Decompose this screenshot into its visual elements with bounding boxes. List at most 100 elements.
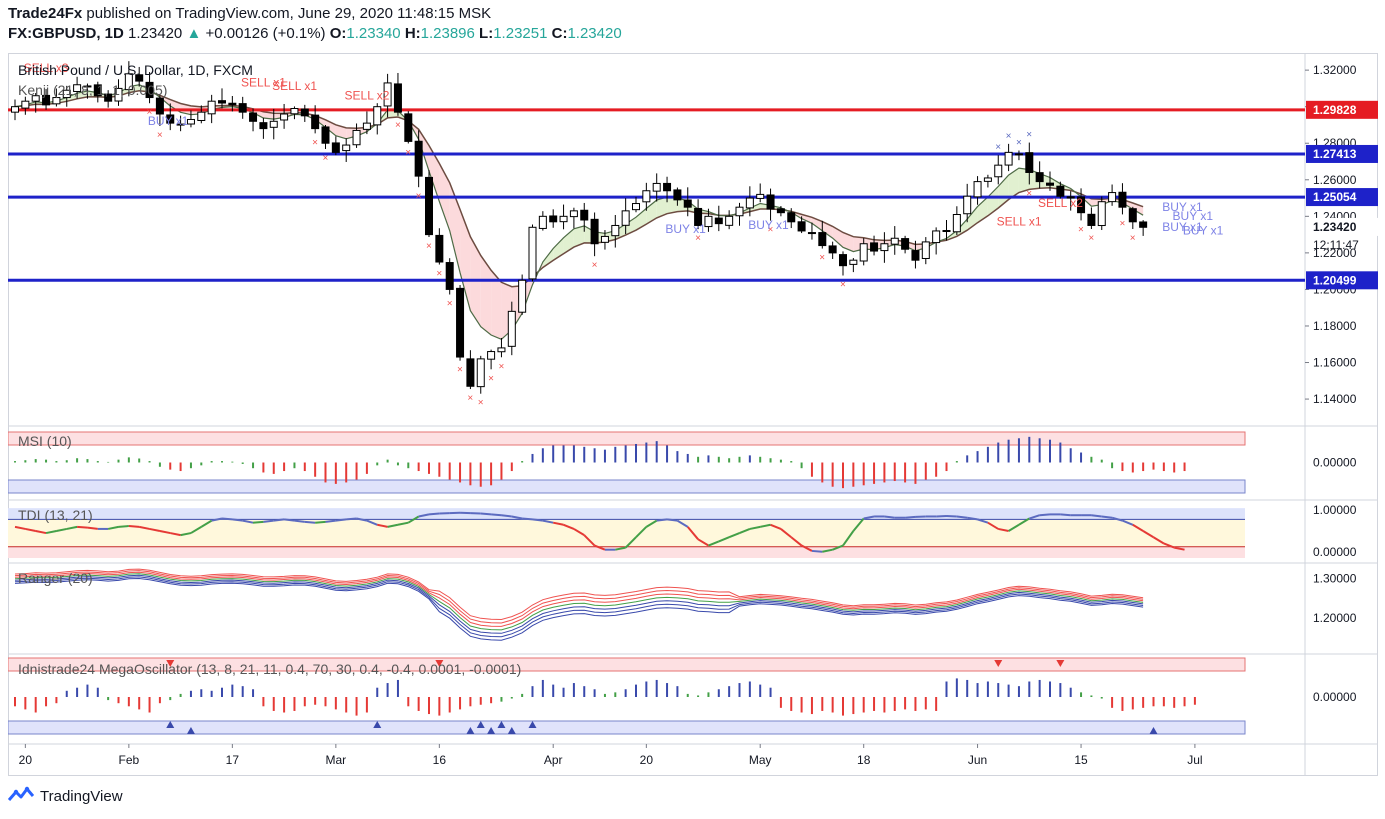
candle xyxy=(311,105,320,134)
price-label-text: 1.25054 xyxy=(1313,190,1357,204)
candle-body xyxy=(632,203,640,211)
candle xyxy=(62,85,71,107)
candle xyxy=(1004,143,1013,172)
tdi-line-segment xyxy=(542,519,554,524)
candle-body xyxy=(62,89,71,99)
candle xyxy=(663,176,672,203)
tdi-line-segment xyxy=(170,532,181,537)
high-label: H: xyxy=(404,25,421,42)
price-label-box xyxy=(1306,188,1378,207)
pane-legend-kenji: Kenji (21, 8, 1, 1, 0.005) xyxy=(18,82,167,98)
candle xyxy=(880,232,889,263)
price-label-text: 1.23420 xyxy=(1313,220,1357,234)
tdi-line-segment xyxy=(1122,519,1134,526)
candle xyxy=(652,173,661,202)
candle-body xyxy=(456,287,465,358)
mega-up-triangle-icon xyxy=(1149,727,1158,734)
tdi-line-segment xyxy=(511,515,523,520)
kenji-cloud-segment xyxy=(449,182,461,273)
tdi-line-segment xyxy=(200,519,213,528)
candle-body xyxy=(1066,196,1075,199)
signal-label: BUY x1 xyxy=(1183,224,1224,238)
open-value: 1.23340 xyxy=(346,25,401,42)
candle xyxy=(569,207,578,229)
kenji-cloud-segment xyxy=(977,197,988,223)
zone-band xyxy=(8,479,1246,494)
candle xyxy=(776,206,785,217)
price-tick-label: 1.14000 xyxy=(1313,392,1357,406)
tdi-upper-zone xyxy=(8,508,1245,520)
tradingview-logo-icon[interactable] xyxy=(8,786,34,806)
candle xyxy=(1087,207,1096,230)
candle-body xyxy=(849,259,858,265)
candle xyxy=(269,108,278,140)
kenji-cloud-segment xyxy=(998,175,1009,209)
sell-marker-icon: × xyxy=(488,373,494,384)
publisher-name[interactable]: Trade24Fx xyxy=(8,5,83,22)
candle-body xyxy=(249,112,258,122)
close-label: C: xyxy=(551,25,568,42)
tradingview-brand[interactable]: TradingView xyxy=(40,787,123,805)
candle xyxy=(342,138,351,162)
time-tick-label: 17 xyxy=(226,753,240,767)
tdi-line-segment xyxy=(159,530,171,535)
candle-body xyxy=(1139,221,1148,228)
tdi-line-segment xyxy=(221,517,233,521)
candle xyxy=(828,241,837,259)
candle-body xyxy=(104,93,113,102)
time-tick-label: May xyxy=(749,753,772,767)
candle xyxy=(807,222,816,240)
candle xyxy=(207,94,216,124)
candle-body xyxy=(725,215,734,226)
tdi-line-segment xyxy=(56,527,67,532)
candle-body xyxy=(300,108,309,117)
sell-marker-icon: × xyxy=(840,279,846,290)
candle xyxy=(456,285,465,361)
candle xyxy=(590,212,599,257)
signal-label: SELL x3 xyxy=(24,61,69,75)
candle xyxy=(176,115,185,132)
ranger-tick-label: 1.20000 xyxy=(1313,611,1357,625)
sell-marker-icon: × xyxy=(426,241,432,252)
candle xyxy=(1046,171,1054,191)
symbol-label[interactable]: FX:GBPUSD, 1D xyxy=(8,25,124,42)
candle-body xyxy=(31,95,40,102)
candle xyxy=(373,103,382,135)
candle xyxy=(31,93,40,113)
pane-legend-ranger: Ranger (20) xyxy=(18,570,93,586)
candle-body xyxy=(890,237,899,245)
candle-body xyxy=(83,85,92,88)
candle xyxy=(963,183,972,223)
tdi-line-segment xyxy=(728,532,740,539)
candle-body xyxy=(704,215,713,228)
tdi-line-segment xyxy=(956,515,968,519)
tdi-line-segment xyxy=(1101,515,1113,519)
chart-canvas[interactable]: 1.320001.300001.280001.260001.240001.220… xyxy=(8,53,1378,776)
candle-body xyxy=(228,102,237,106)
chart-title: British Pound / U.S. Dollar, 1D, FXCM xyxy=(18,62,253,78)
candle-body xyxy=(538,215,547,229)
candle xyxy=(911,240,920,269)
candle xyxy=(507,301,516,356)
tdi-line-segment xyxy=(522,517,533,521)
candle xyxy=(1118,183,1127,215)
tdi-line-segment xyxy=(356,517,368,522)
tdi-line-segment xyxy=(666,518,678,522)
candle-body xyxy=(880,243,889,252)
tdi-line-segment xyxy=(749,525,761,530)
candle-body xyxy=(466,358,475,387)
price-tick-label: 1.16000 xyxy=(1313,356,1357,370)
candle-body xyxy=(1004,151,1013,166)
candle xyxy=(952,206,961,236)
price-label-box xyxy=(1306,144,1378,163)
tdi-line-segment xyxy=(397,521,409,526)
candle xyxy=(994,155,1003,185)
mega-up-triangle-icon xyxy=(487,727,496,734)
tdi-line-segment xyxy=(583,534,596,547)
candle-body xyxy=(518,279,527,313)
candle-body xyxy=(93,84,102,97)
tdi-line-segment xyxy=(346,517,357,521)
ranger-band-line xyxy=(14,576,1144,638)
candle-body xyxy=(735,206,744,217)
candle xyxy=(487,349,496,370)
